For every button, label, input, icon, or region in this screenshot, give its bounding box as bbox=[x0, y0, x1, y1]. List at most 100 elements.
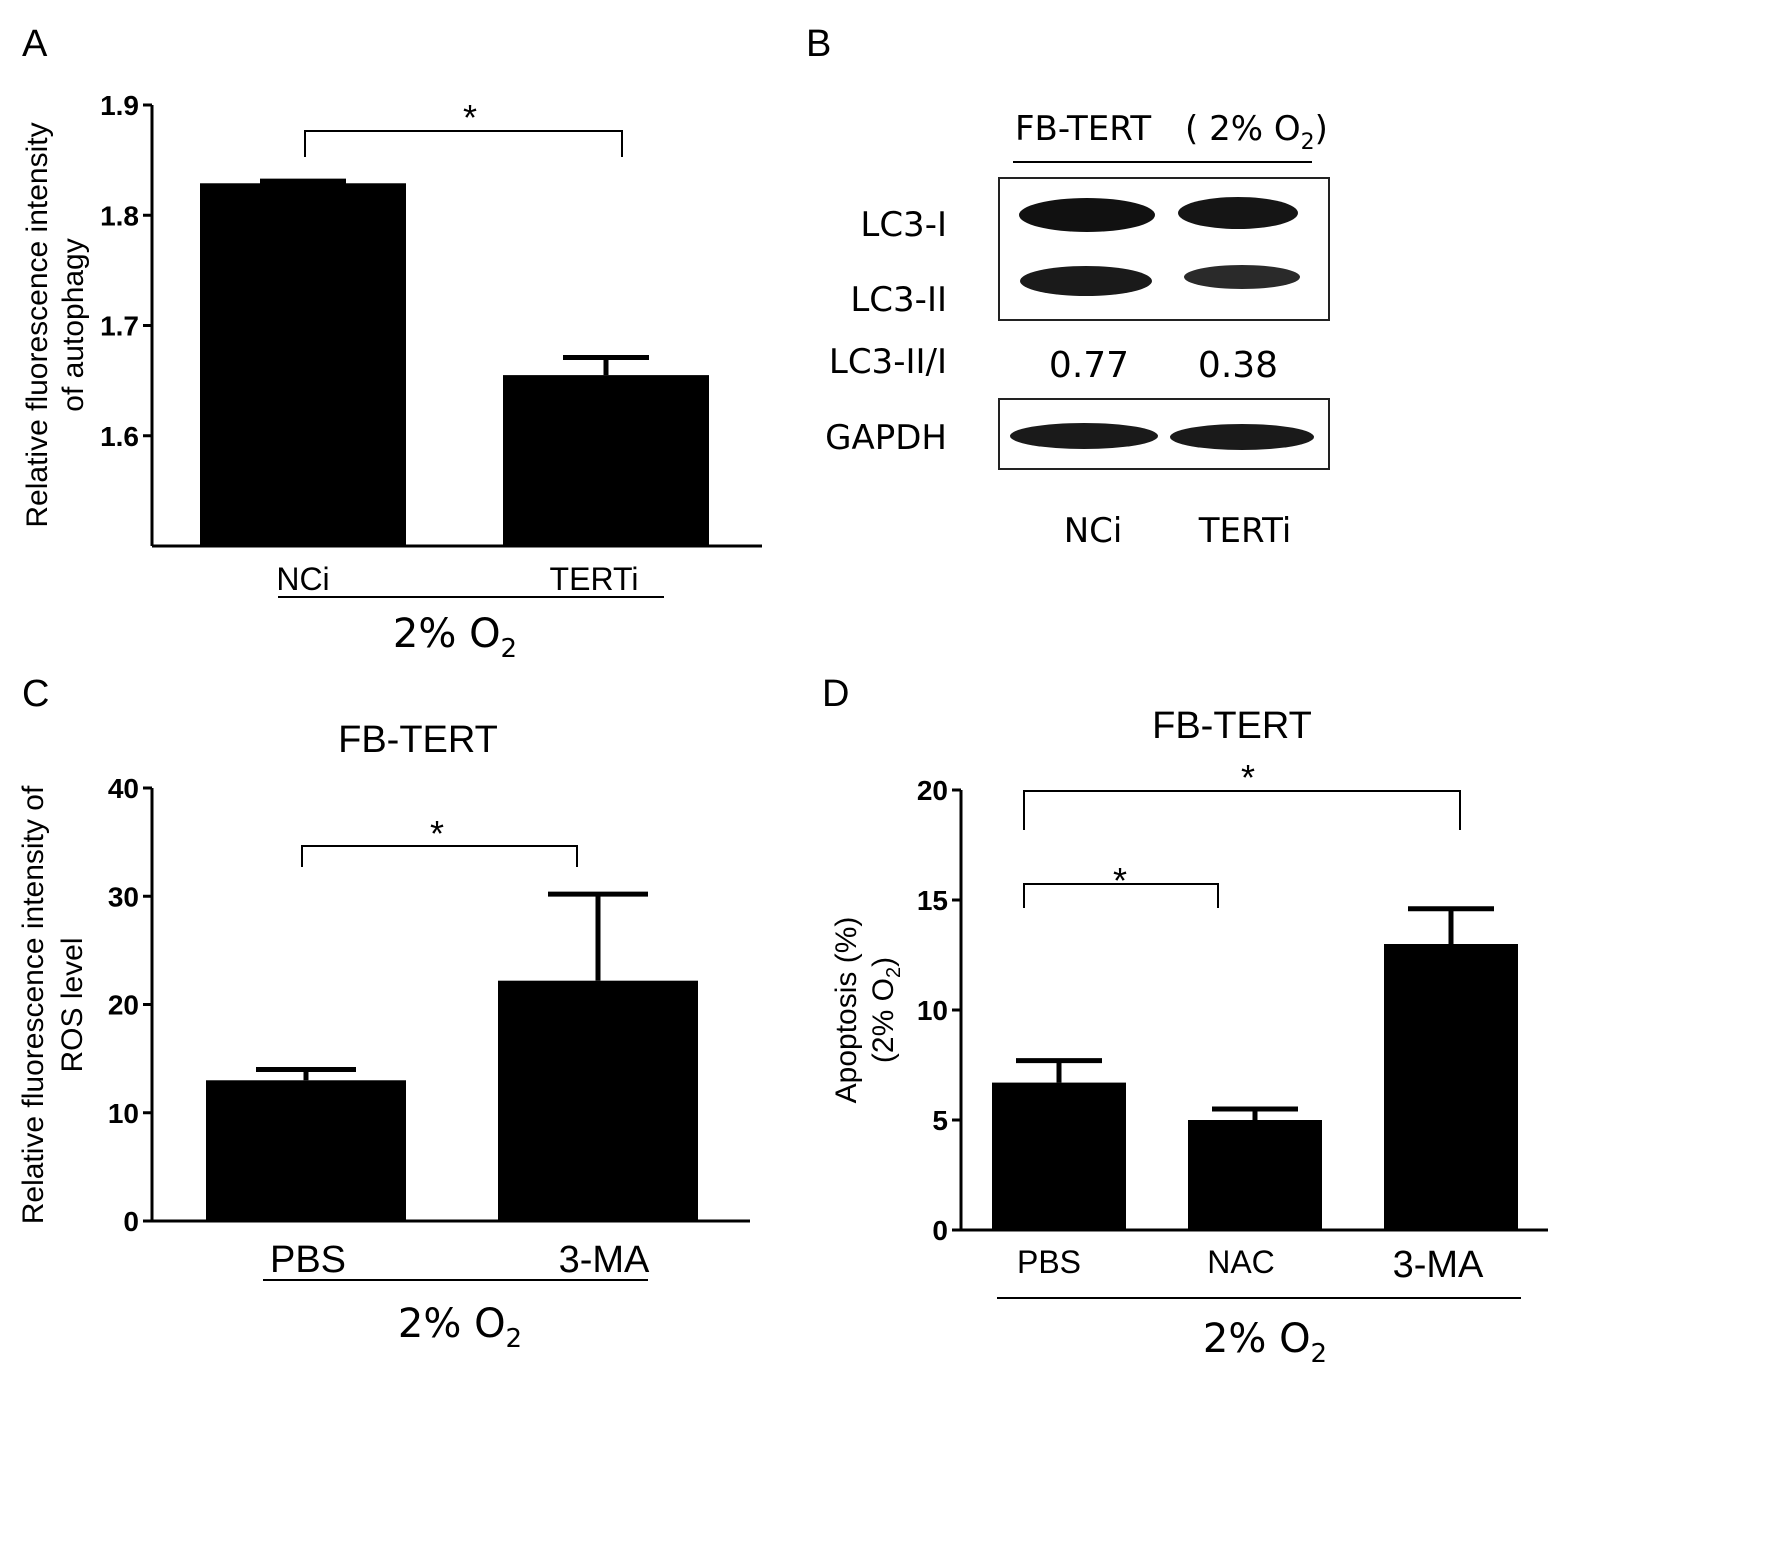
gapdh-band-nci bbox=[1010, 423, 1158, 449]
panel-c-condition-main: 2% O bbox=[398, 1301, 506, 1347]
panel-a-sig-bracket bbox=[304, 130, 623, 157]
panel-c-y-tick-label: 20 bbox=[108, 990, 139, 1021]
panel-c-sig-bracket bbox=[301, 845, 578, 867]
panel-d-y-tick-label: 5 bbox=[932, 1105, 948, 1136]
lc3-i-band-nci bbox=[1019, 198, 1155, 232]
panel-a-letter: A bbox=[22, 23, 48, 65]
panel-a-y-ticks: 1.6 1.7 1.8 1.9 bbox=[100, 90, 152, 452]
ratio-nci: 0.77 bbox=[1049, 345, 1129, 386]
panel-b-header-right-sub: 2 bbox=[1301, 130, 1315, 155]
lc3-ii-band-nci bbox=[1020, 266, 1152, 296]
panel-d-bar-pbs bbox=[992, 1082, 1126, 1230]
panel-d-ylabel-line2: (2% O2) bbox=[867, 957, 905, 1063]
panel-d-condition-sub: 2 bbox=[1311, 1339, 1328, 1369]
panel-a-xlabel-nci: NCi bbox=[276, 561, 329, 597]
panel-c-sig-star: * bbox=[430, 813, 444, 854]
panel-c: C FB-TERT Relative fluorescence intensit… bbox=[17, 673, 750, 1354]
panel-d-title: FB-TERT bbox=[1152, 705, 1312, 747]
panel-c-y-ticks: 0 10 20 30 40 bbox=[108, 773, 152, 1237]
panel-d-sig-star-1: * bbox=[1241, 757, 1255, 798]
panel-c-y-tick-label: 40 bbox=[108, 773, 139, 804]
panel-b: B FB-TERT ( 2% O2) LC3-I LC3-II LC3-II/I… bbox=[806, 23, 1330, 551]
panel-d-letter: D bbox=[822, 673, 849, 715]
panel-a-xlabels: NCi TERTi 2% O2 bbox=[276, 561, 664, 664]
row-label-lc3-ratio: LC3-II/I bbox=[829, 342, 947, 382]
panel-c-bar-pbs bbox=[206, 1080, 406, 1221]
panel-c-xlabel-3ma: 3-MA bbox=[559, 1239, 650, 1281]
panel-a-ylabel-line1: Relative fluorescence intensity bbox=[21, 122, 54, 527]
panel-c-bar-3-ma bbox=[498, 980, 698, 1221]
panel-c-title: FB-TERT bbox=[338, 719, 498, 761]
panel-d-bar-nac bbox=[1188, 1120, 1322, 1230]
panel-d-xlabels: PBS NAC 3-MA 2% O2 bbox=[997, 1244, 1521, 1369]
lc3-ii-band-terti bbox=[1184, 265, 1300, 289]
panel-a-y-tick-label: 1.7 bbox=[100, 311, 139, 342]
panel-b-ratios: 0.77 0.38 bbox=[1049, 345, 1278, 386]
panel-d-bars bbox=[992, 906, 1518, 1230]
panel-b-letter: B bbox=[806, 23, 831, 65]
panel-a-y-tick-label: 1.6 bbox=[100, 421, 139, 452]
panel-a-ylabel: Relative fluorescence intensity of autop… bbox=[21, 122, 90, 527]
panel-d-ylabel-line2-sub: 2 bbox=[883, 967, 905, 978]
panel-d-y-tick-label: 10 bbox=[917, 995, 948, 1026]
panel-b-header-right-close: ) bbox=[1315, 109, 1328, 149]
panel-c-xlabel-pbs: PBS bbox=[270, 1239, 346, 1281]
panel-d-sig-star-2: * bbox=[1113, 860, 1127, 901]
panel-c-y-tick-label: 0 bbox=[123, 1206, 139, 1237]
panel-c-condition: 2% O2 bbox=[398, 1301, 522, 1354]
panel-b-row-labels: LC3-I LC3-II LC3-II/I GAPDH bbox=[825, 205, 947, 458]
panel-c-letter: C bbox=[22, 673, 49, 715]
panel-a-ylabel-line2: of autophagy bbox=[57, 238, 90, 411]
panel-a-bar-nci bbox=[200, 183, 406, 546]
panel-c-y-tick-label: 10 bbox=[108, 1098, 139, 1129]
panel-d-bar-3-ma bbox=[1384, 944, 1518, 1230]
panel-d-xlabel-pbs: PBS bbox=[1017, 1244, 1081, 1280]
panel-a-bars bbox=[200, 178, 709, 546]
panel-d-sig-bracket-1 bbox=[1023, 790, 1461, 830]
panel-a-sig-star: * bbox=[463, 97, 477, 138]
panel-c-xlabels: PBS 3-MA 2% O2 bbox=[263, 1239, 650, 1354]
gapdh-band-terti bbox=[1170, 424, 1314, 450]
panel-c-ylabel: Relative fluorescence intensity of ROS l… bbox=[17, 785, 89, 1224]
panel-d-ylabel-line2-main: (2% O bbox=[867, 978, 900, 1063]
panel-d-xlabel-nac: NAC bbox=[1207, 1244, 1275, 1280]
row-label-lc3-ii: LC3-II bbox=[850, 280, 947, 320]
ratio-terti: 0.38 bbox=[1198, 345, 1278, 386]
row-label-gapdh: GAPDH bbox=[825, 418, 947, 458]
panel-c-condition-sub: 2 bbox=[506, 1324, 523, 1354]
panel-d-y-tick-label: 20 bbox=[917, 775, 948, 806]
panel-b-gapdh-blot bbox=[998, 398, 1330, 470]
panel-d-y-tick-label: 0 bbox=[932, 1215, 948, 1246]
panel-d-significance: * * bbox=[1023, 757, 1461, 908]
panel-d-condition-main: 2% O bbox=[1203, 1316, 1311, 1362]
panel-b-header-right: ( 2% O2) bbox=[1185, 109, 1328, 155]
panel-a-condition-sub: 2 bbox=[501, 634, 518, 664]
lane-nci: NCi bbox=[1064, 511, 1123, 551]
panel-d-sig-bracket-2 bbox=[1023, 883, 1219, 908]
panel-d-ylabel-line2-close: ) bbox=[867, 957, 900, 967]
panel-a-significance: * bbox=[304, 97, 623, 157]
panel-d-y-tick-label: 15 bbox=[917, 885, 948, 916]
panel-c-ylabel-line1: Relative fluorescence intensity of bbox=[17, 785, 50, 1224]
panel-b-header-left: FB-TERT bbox=[1015, 109, 1151, 149]
panel-a-condition-main: 2% O bbox=[393, 611, 501, 657]
panel-d-xlabel-3ma: 3-MA bbox=[1393, 1244, 1484, 1286]
panel-a-xlabel-terti: TERTi bbox=[550, 561, 639, 597]
panel-a-bar-terti bbox=[503, 375, 709, 546]
panel-d-ylabel: Apoptosis (%) (2% O2) bbox=[830, 917, 905, 1104]
lane-terti: TERTi bbox=[1198, 511, 1292, 551]
panel-a-condition: 2% O2 bbox=[393, 611, 517, 664]
panel-a-y-tick-label: 1.8 bbox=[100, 200, 139, 231]
row-label-lc3-i: LC3-I bbox=[860, 205, 947, 245]
panel-c-y-tick-label: 30 bbox=[108, 881, 139, 912]
lc3-i-band-terti bbox=[1178, 197, 1298, 229]
panel-d-y-ticks: 0 5 10 15 20 bbox=[917, 775, 961, 1246]
panel-c-ylabel-line2: ROS level bbox=[56, 937, 89, 1072]
panel-a: A Relative fluorescence intensity of aut… bbox=[21, 23, 762, 664]
panel-c-significance: * bbox=[301, 813, 578, 867]
panel-d-ylabel-line1: Apoptosis (%) bbox=[830, 917, 863, 1104]
panel-b-lanes: NCi TERTi bbox=[1064, 511, 1292, 551]
panel-a-y-tick-label: 1.9 bbox=[100, 90, 139, 121]
panel-b-lc3-blot bbox=[998, 177, 1330, 321]
